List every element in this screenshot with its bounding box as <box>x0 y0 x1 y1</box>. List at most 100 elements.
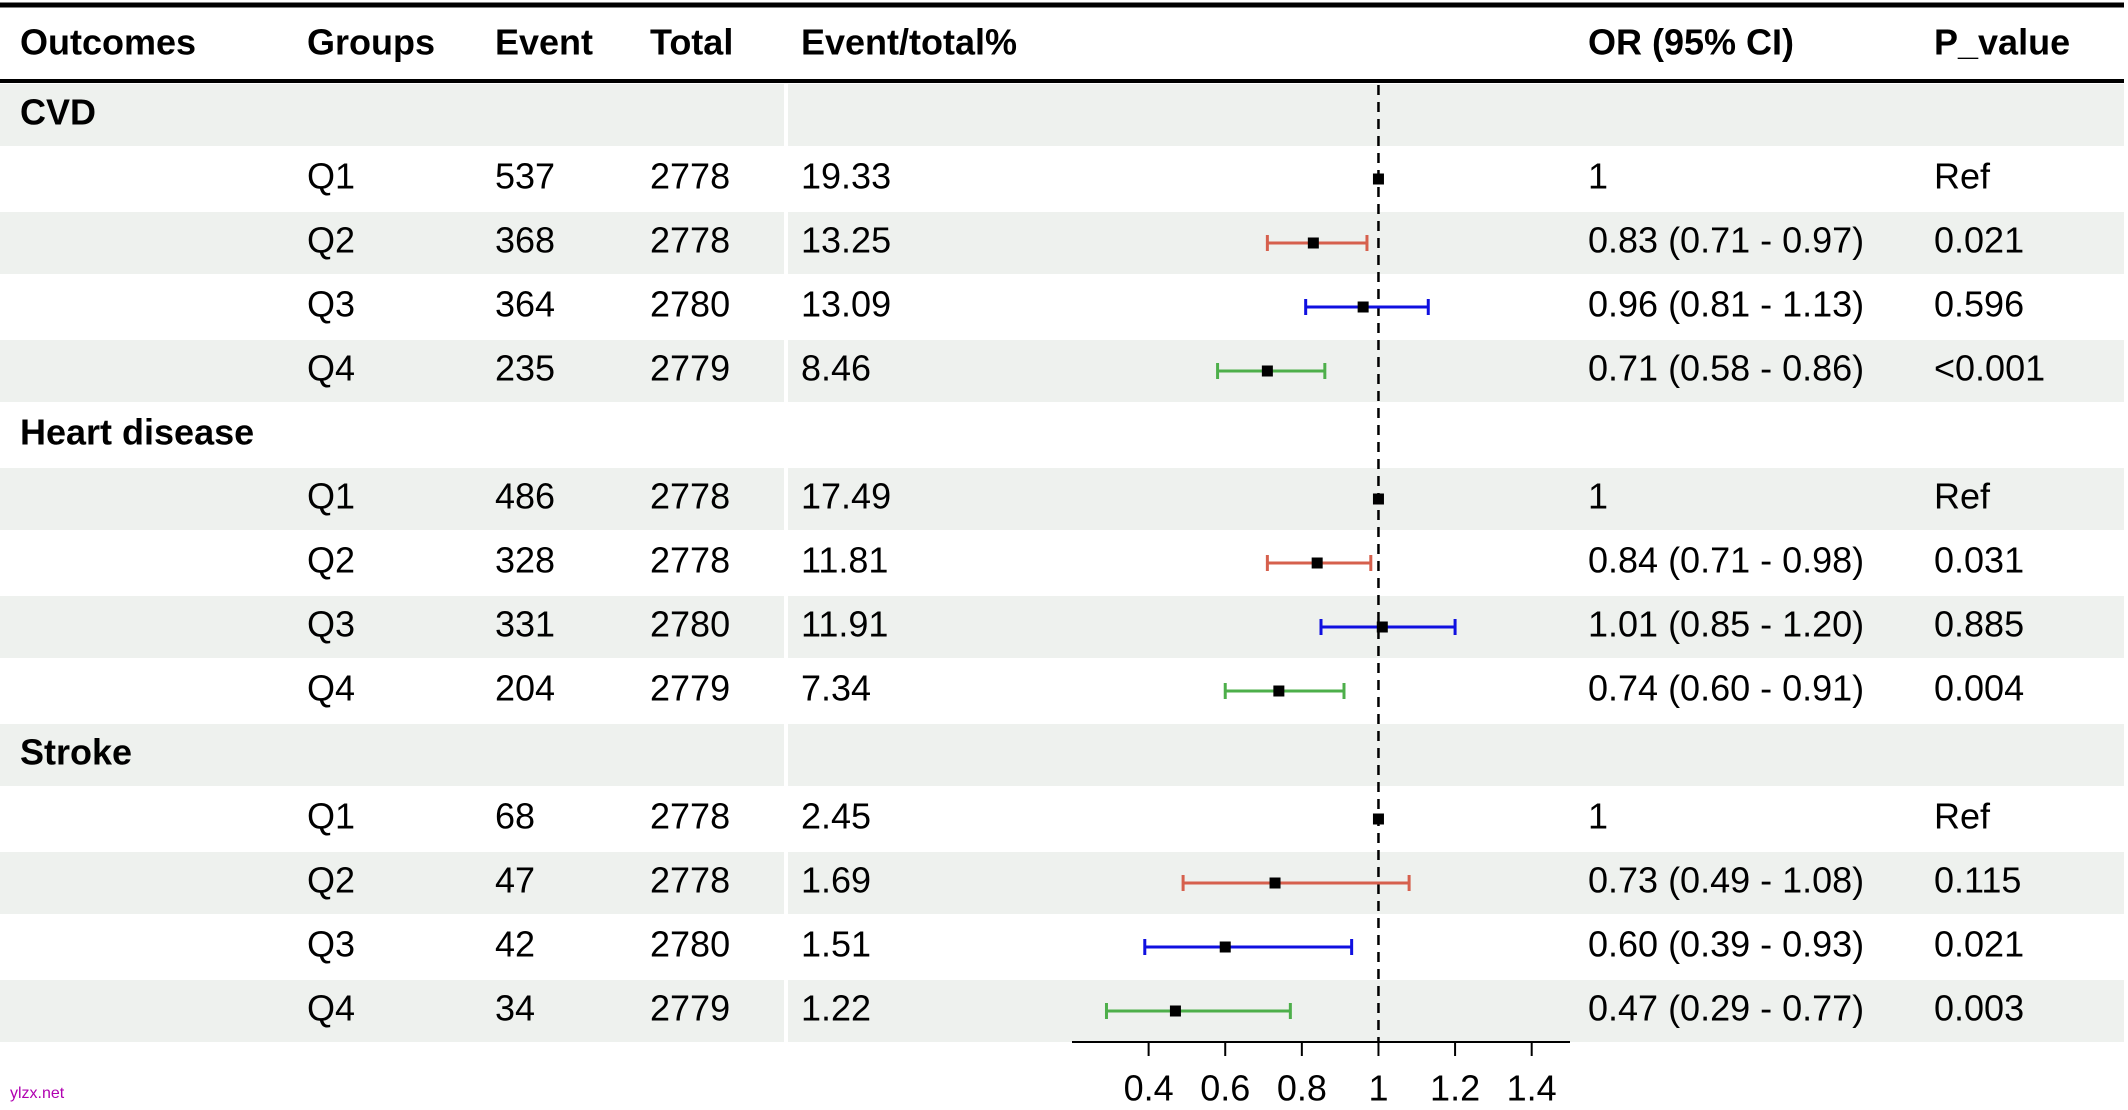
cell-total: 2778 <box>650 540 730 581</box>
column-header: Outcomes <box>20 22 196 63</box>
or-point <box>1376 621 1388 633</box>
cell-p: Ref <box>1934 476 1991 517</box>
cell-event: 328 <box>495 540 555 581</box>
cell-group: Q2 <box>307 540 355 581</box>
cell-pct: 1.22 <box>801 988 871 1029</box>
row-band <box>788 980 2124 1042</box>
section-label: CVD <box>20 92 96 133</box>
cell-group: Q3 <box>307 924 355 965</box>
cell-pct: 19.33 <box>801 156 891 197</box>
cell-total: 2779 <box>650 348 730 389</box>
cell-event: 537 <box>495 156 555 197</box>
cell-or: 1 <box>1588 476 1608 517</box>
or-point <box>1357 301 1369 313</box>
column-header: OR (95% CI) <box>1588 22 1794 63</box>
x-tick-label: 0.4 <box>1124 1068 1174 1109</box>
cell-or: 0.96 (0.81 - 1.13) <box>1588 284 1864 325</box>
cell-pct: 1.51 <box>801 924 871 965</box>
cell-p: 0.021 <box>1934 220 2024 261</box>
cell-or: 1 <box>1588 156 1608 197</box>
cell-group: Q1 <box>307 156 355 197</box>
cell-pct: 11.81 <box>801 540 888 581</box>
or-point <box>1372 493 1384 505</box>
cell-total: 2779 <box>650 668 730 709</box>
cell-group: Q1 <box>307 796 355 837</box>
row-band <box>0 724 784 786</box>
row-band <box>0 596 784 658</box>
cell-group: Q3 <box>307 284 355 325</box>
cell-total: 2778 <box>650 796 730 837</box>
cell-pct: 11.91 <box>801 604 888 645</box>
row-band <box>0 84 784 146</box>
cell-p: 0.115 <box>1934 860 2021 901</box>
cell-group: Q3 <box>307 604 355 645</box>
cell-p: Ref <box>1934 156 1991 197</box>
row-band <box>788 724 2124 786</box>
or-point <box>1273 685 1285 697</box>
cell-event: 204 <box>495 668 555 709</box>
cell-group: Q4 <box>307 348 355 389</box>
cell-p: 0.003 <box>1934 988 2024 1029</box>
cell-p: Ref <box>1934 796 1991 837</box>
column-header: P_value <box>1934 22 2070 63</box>
cell-p: 0.596 <box>1934 284 2024 325</box>
row-band <box>0 468 784 530</box>
or-point <box>1261 365 1273 377</box>
cell-or: 0.60 (0.39 - 0.93) <box>1588 924 1864 965</box>
cell-total: 2780 <box>650 284 730 325</box>
row-band <box>0 340 784 402</box>
cell-group: Q4 <box>307 988 355 1029</box>
row-band <box>788 340 2124 402</box>
or-point <box>1372 173 1384 185</box>
column-header: Total <box>650 22 733 63</box>
cell-group: Q2 <box>307 220 355 261</box>
or-point <box>1219 941 1231 953</box>
cell-group: Q1 <box>307 476 355 517</box>
section-label: Stroke <box>20 732 132 773</box>
cell-event: 34 <box>495 988 535 1029</box>
cell-total: 2778 <box>650 156 730 197</box>
cell-or: 0.71 (0.58 - 0.86) <box>1588 348 1864 389</box>
cell-total: 2778 <box>650 220 730 261</box>
cell-pct: 7.34 <box>801 668 871 709</box>
column-header: Event <box>495 22 593 63</box>
row-band <box>788 468 2124 530</box>
cell-total: 2778 <box>650 476 730 517</box>
row-band <box>0 980 784 1042</box>
cell-p: 0.004 <box>1934 668 2024 709</box>
x-tick-label: 0.6 <box>1200 1068 1250 1109</box>
cell-or: 0.74 (0.60 - 0.91) <box>1588 668 1864 709</box>
cell-total: 2778 <box>650 860 730 901</box>
cell-group: Q4 <box>307 668 355 709</box>
x-tick-label: 1 <box>1368 1068 1388 1109</box>
x-tick-label: 1.4 <box>1507 1068 1557 1109</box>
or-point <box>1311 557 1323 569</box>
cell-pct: 13.25 <box>801 220 891 261</box>
cell-pct: 2.45 <box>801 796 871 837</box>
section-label: Heart disease <box>20 412 254 453</box>
cell-group: Q2 <box>307 860 355 901</box>
x-tick-label: 1.2 <box>1430 1068 1480 1109</box>
cell-or: 1 <box>1588 796 1608 837</box>
row-band <box>0 212 784 274</box>
cell-event: 331 <box>495 604 555 645</box>
row-band <box>788 84 2124 146</box>
or-point <box>1307 237 1319 249</box>
cell-or: 0.47 (0.29 - 0.77) <box>1588 988 1864 1029</box>
row-band <box>788 852 2124 914</box>
or-point <box>1269 877 1281 889</box>
cell-or: 0.73 (0.49 - 1.08) <box>1588 860 1864 901</box>
column-header: Event/total% <box>801 22 1017 63</box>
column-header: Groups <box>307 22 435 63</box>
cell-event: 68 <box>495 796 535 837</box>
or-point <box>1372 813 1384 825</box>
cell-pct: 13.09 <box>801 284 891 325</box>
cell-or: 0.84 (0.71 - 0.98) <box>1588 540 1864 581</box>
cell-event: 47 <box>495 860 535 901</box>
cell-event: 368 <box>495 220 555 261</box>
cell-total: 2780 <box>650 924 730 965</box>
cell-pct: 8.46 <box>801 348 871 389</box>
cell-total: 2779 <box>650 988 730 1029</box>
